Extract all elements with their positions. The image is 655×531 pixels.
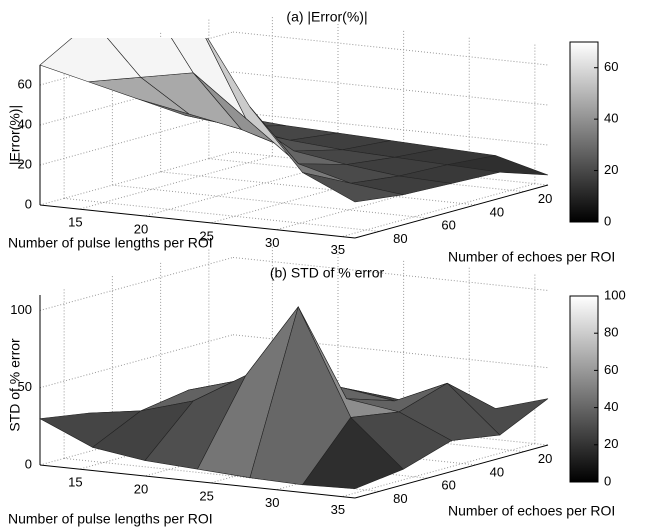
colorbar-tick-label: 100 [604, 287, 626, 302]
colorbar [569, 41, 599, 223]
z-tick-label: 20 [18, 156, 32, 171]
x-tick-label: 30 [265, 235, 279, 250]
z-tick-label: 40 [18, 116, 32, 131]
grid-line [39, 111, 234, 166]
grid-line [232, 31, 549, 66]
axis-line [354, 184, 549, 239]
grid-line [232, 71, 549, 106]
axis-line [39, 204, 356, 239]
surface [39, 38, 549, 203]
colorbar-tick-label: 80 [604, 325, 618, 340]
colorbar-tick-label: 0 [604, 473, 611, 488]
z-tick-label: 50 [18, 379, 32, 394]
surface-patch [106, 38, 194, 78]
y-axis-label: Number of echoes per ROI [448, 503, 615, 519]
y-tick-label: 40 [490, 464, 504, 479]
grid-line [39, 71, 234, 126]
grid-line [79, 155, 273, 210]
grid-line [39, 411, 234, 466]
axis-line [39, 464, 356, 499]
y-tick-label: 60 [441, 478, 455, 493]
x-tick-label: 15 [68, 215, 82, 230]
grid-line [39, 256, 234, 311]
x-tick-label: 30 [265, 495, 279, 510]
x-tick-label: 35 [331, 242, 345, 257]
x-axis-label: Number of pulse lengths per ROI [8, 235, 213, 251]
z-tick-label: 100 [10, 302, 32, 317]
y-tick-label: 80 [393, 491, 407, 506]
colorbar-tick-label: 20 [604, 162, 618, 177]
y-tick-label: 60 [441, 218, 455, 233]
surface-patch [39, 38, 142, 83]
colorbar-tick-label: 0 [604, 213, 611, 228]
grid-line [39, 334, 234, 389]
z-tick-label: 60 [18, 76, 32, 91]
y-tick-label: 40 [490, 204, 504, 219]
grid-line [64, 197, 380, 232]
y-tick-label: 20 [538, 191, 552, 206]
x-tick-label: 20 [134, 481, 148, 496]
colorbar-tick-label: 40 [604, 111, 618, 126]
colorbar [569, 295, 599, 483]
colorbar-tick-label: 60 [604, 362, 618, 377]
colorbar-tick-label: 20 [604, 436, 618, 451]
x-tick-label: 25 [199, 488, 213, 503]
x-axis-label: Number of pulse lengths per ROI [8, 511, 213, 527]
surface-patch [171, 38, 247, 119]
surface [39, 305, 549, 490]
y-axis-label: Number of echoes per ROI [448, 249, 615, 265]
chart-title: (b) STD of % error [270, 265, 385, 281]
surface-patch [301, 416, 404, 490]
z-axis-label: STD of % error [7, 338, 23, 432]
z-axis-label: |Error(%)| [7, 105, 23, 165]
z-tick-label: 0 [25, 456, 32, 471]
surface-patch [302, 172, 404, 203]
grid-line [341, 443, 536, 498]
grid-line [341, 183, 536, 238]
colorbar-tick-label: 40 [604, 399, 618, 414]
x-tick-label: 35 [331, 502, 345, 517]
x-tick-label: 20 [134, 221, 148, 236]
x-tick-label: 25 [199, 228, 213, 243]
chart-title: (a) |Error(%)| [286, 9, 367, 25]
grid-line [39, 151, 234, 206]
axis-line [354, 444, 549, 499]
colorbar-tick-label: 60 [604, 59, 618, 74]
z-tick-label: 0 [25, 196, 32, 211]
y-tick-label: 80 [393, 231, 407, 246]
x-tick-label: 15 [68, 475, 82, 490]
y-tick-label: 20 [538, 451, 552, 466]
